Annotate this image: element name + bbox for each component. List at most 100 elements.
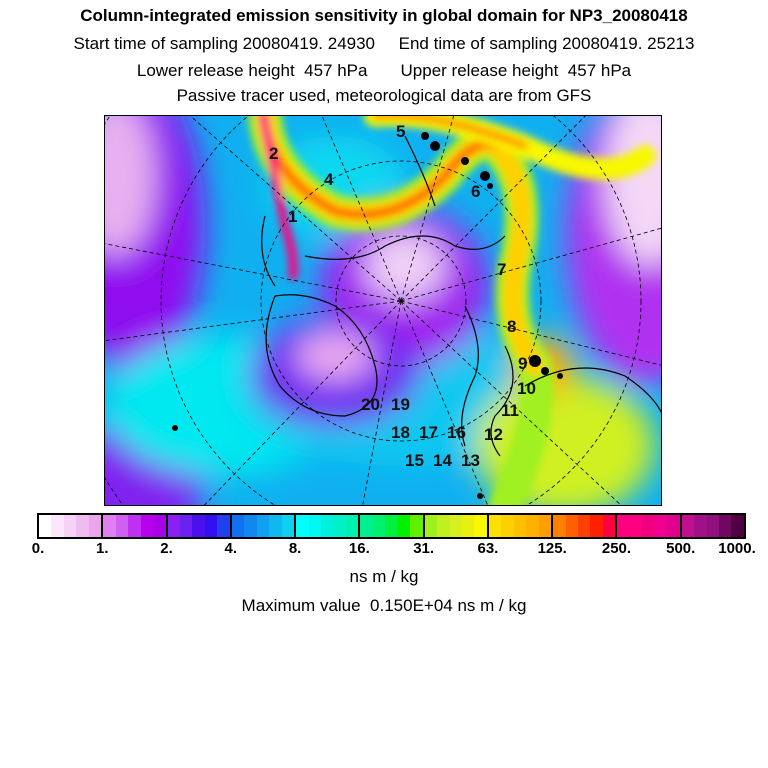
colorbar-segment bbox=[167, 515, 232, 537]
colorbar-swatch bbox=[167, 515, 180, 537]
coastlines bbox=[261, 135, 661, 457]
trajectory-label: 5 bbox=[396, 122, 405, 141]
colorbar-segment bbox=[103, 515, 168, 537]
colorbar-swatch bbox=[437, 515, 450, 537]
colorbar-segment bbox=[553, 515, 618, 537]
colorbar-swatch bbox=[553, 515, 566, 537]
colorbar-swatch bbox=[103, 515, 116, 537]
trajectory-label: 1 bbox=[288, 207, 297, 226]
colorbar-swatch bbox=[602, 515, 616, 537]
colorbar-segment bbox=[617, 515, 682, 537]
colorbar-swatch bbox=[179, 515, 193, 537]
colorbar-swatch bbox=[513, 515, 527, 537]
colorbar-swatch bbox=[694, 515, 707, 537]
colorbar-segment bbox=[296, 515, 361, 537]
trajectory-label: 10 bbox=[517, 379, 536, 398]
colorbar-swatch bbox=[244, 515, 257, 537]
trajectory-label: 8 bbox=[507, 317, 516, 336]
colorbar-swatch bbox=[617, 515, 630, 537]
colorbar-swatch bbox=[360, 515, 373, 537]
colorbar-swatch bbox=[706, 515, 720, 537]
colorbar-swatch bbox=[501, 515, 514, 537]
colorbar-swatch bbox=[629, 515, 643, 537]
colorbar-swatch bbox=[320, 515, 334, 537]
colorbar-swatch bbox=[461, 515, 475, 537]
colorbar-swatch bbox=[115, 515, 129, 537]
tracer-note: Passive tracer used, meteorological data… bbox=[176, 86, 592, 105]
colorbar bbox=[37, 513, 746, 539]
colorbar-swatch bbox=[449, 515, 462, 537]
colorbar-tick-label: 16. bbox=[348, 540, 370, 557]
colorbar-swatch bbox=[410, 515, 423, 537]
colorbar-swatch bbox=[565, 515, 579, 537]
trajectory-label: 16 bbox=[447, 423, 466, 442]
land-dots bbox=[172, 132, 563, 499]
colorbar-tick-label: 8. bbox=[288, 540, 302, 557]
colorbar-swatch bbox=[731, 515, 744, 537]
colorbar-swatch bbox=[385, 515, 398, 537]
colorbar-segment bbox=[39, 515, 104, 537]
colorbar-tick-label: 0. bbox=[31, 540, 45, 557]
trajectory-label: 19 bbox=[391, 395, 410, 414]
colorbar-swatch bbox=[578, 515, 591, 537]
graticule bbox=[105, 116, 661, 505]
colorbar-swatch bbox=[51, 515, 64, 537]
colorbar-swatch bbox=[372, 515, 386, 537]
trajectory-label: 15 bbox=[405, 451, 424, 470]
colorbar-swatch bbox=[719, 515, 732, 537]
trajectory-label: 14 bbox=[433, 451, 452, 470]
trajectory-label: 9 bbox=[518, 354, 527, 373]
colorbar-swatch bbox=[681, 515, 695, 537]
colorbar-tick-label: 500. bbox=[666, 540, 696, 557]
emission-sensitivity-map: 1 2 4 5 6 7 8 9 10 11 12 13 14 15 16 17 18 19 20 bbox=[104, 115, 662, 506]
colorbar-units: ns m / kg bbox=[349, 567, 419, 586]
colorbar-swatch bbox=[88, 515, 102, 537]
colorbar-swatch bbox=[39, 515, 52, 537]
colorbar-segment bbox=[424, 515, 489, 537]
colorbar-swatch bbox=[231, 515, 245, 537]
colorbar-swatch bbox=[140, 515, 154, 537]
colorbar-swatch bbox=[128, 515, 141, 537]
colorbar-swatch bbox=[474, 515, 487, 537]
trajectory-label: 12 bbox=[484, 425, 503, 444]
colorbar-swatch bbox=[333, 515, 346, 537]
colorbar-swatch bbox=[256, 515, 270, 537]
sensitivity-field bbox=[105, 116, 661, 505]
release-heights: Lower release height 457 hPa Upper relea… bbox=[136, 61, 632, 80]
colorbar-swatch bbox=[642, 515, 655, 537]
colorbar-tick-label: 1. bbox=[96, 540, 109, 557]
colorbar-swatch bbox=[345, 515, 359, 537]
colorbar-swatch bbox=[654, 515, 668, 537]
colorbar-swatch bbox=[526, 515, 539, 537]
colorbar-swatch bbox=[308, 515, 321, 537]
colorbar-tick-label: 31. bbox=[413, 540, 435, 557]
trajectory-label: 4 bbox=[324, 170, 334, 189]
colorbar-swatch bbox=[488, 515, 502, 537]
colorbar-swatch bbox=[76, 515, 89, 537]
maximum-value: Maximum value 0.150E+04 ns m / kg bbox=[241, 596, 527, 615]
colorbar-segment bbox=[231, 515, 297, 537]
colorbar-segment bbox=[488, 515, 554, 537]
colorbar-swatch bbox=[192, 515, 205, 537]
colorbar-tick-label: 250. bbox=[601, 540, 632, 557]
colorbar-tick-label: 125. bbox=[537, 540, 567, 557]
plume-band bbox=[248, 116, 656, 505]
colorbar-swatch bbox=[424, 515, 438, 537]
trajectory-label: 20 bbox=[361, 395, 380, 414]
colorbar-swatch bbox=[269, 515, 282, 537]
colorbar-segment bbox=[360, 515, 425, 537]
trajectory-label: 6 bbox=[471, 182, 480, 201]
colorbar-tick-label: 2. bbox=[160, 540, 173, 557]
trajectory-label: 18 bbox=[391, 423, 410, 442]
colorbar-swatch bbox=[153, 515, 166, 537]
colorbar-segment bbox=[681, 515, 744, 537]
trajectory-label: 2 bbox=[269, 144, 278, 163]
colorbar-swatch bbox=[204, 515, 218, 537]
colorbar-swatch bbox=[538, 515, 552, 537]
colorbar-tick-label: 63. bbox=[477, 540, 499, 557]
trajectory-label: 11 bbox=[501, 401, 519, 420]
colorbar-tick-label: 4. bbox=[224, 540, 238, 557]
colorbar-swatch bbox=[590, 515, 603, 537]
plot-title: Column-integrated emission sensitivity i… bbox=[80, 6, 688, 25]
